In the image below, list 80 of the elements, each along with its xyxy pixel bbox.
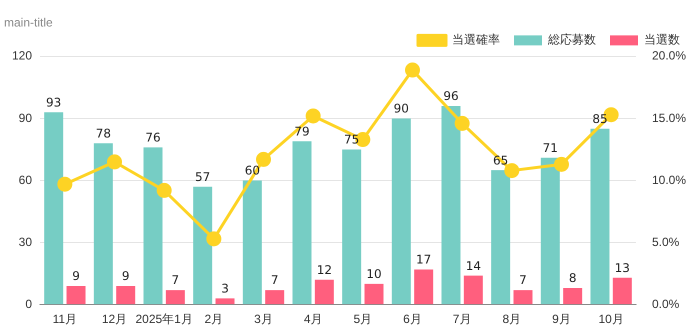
data-label: 9 [122, 269, 130, 284]
y-tick-label: 60 [18, 172, 32, 187]
bar [144, 147, 163, 304]
bar [265, 290, 284, 304]
legend-label: 当選数 [644, 32, 680, 47]
y2-tick-label: 15.0% [652, 110, 686, 125]
data-label: 7 [519, 273, 527, 288]
legend-label: 当選確率 [452, 32, 500, 47]
data-label: 7 [172, 273, 180, 288]
bar [193, 186, 212, 304]
x-tick-label: 3月 [254, 312, 273, 326]
data-label: 71 [542, 140, 558, 155]
data-label: 8 [568, 271, 576, 286]
data-label: 17 [416, 252, 432, 267]
data-label: 9 [72, 269, 80, 284]
data-label: 3 [221, 282, 229, 296]
bar [342, 149, 362, 304]
point [306, 108, 321, 124]
data-label: 90 [394, 102, 409, 116]
x-tick-label: 9月 [552, 312, 571, 326]
x-tick-label: 2月 [204, 312, 224, 326]
bar [216, 298, 235, 304]
data-label: 10 [366, 267, 382, 282]
y2-tick-label: 20.0% [652, 48, 686, 63]
point [107, 154, 122, 170]
data-label: 93 [46, 95, 62, 110]
x-tick-label: 6月 [403, 312, 422, 326]
data-label: 79 [294, 124, 310, 138]
point [454, 116, 470, 131]
data-label: 7 [270, 273, 278, 288]
chart-title: main-title [4, 16, 54, 30]
y-tick-label: 120 [12, 48, 32, 63]
data-label: 78 [96, 126, 111, 140]
data-label: 13 [614, 260, 630, 275]
bar [242, 180, 262, 304]
bar [612, 278, 632, 304]
y2-tick-label: 5.0% [652, 234, 680, 249]
legend-label: 総応募数 [547, 32, 596, 47]
point [554, 156, 569, 172]
bar [166, 290, 185, 304]
y-tick-label: 0 [25, 296, 32, 311]
bar [590, 128, 610, 304]
bar [392, 118, 411, 304]
bar [94, 143, 113, 304]
bar [563, 288, 582, 304]
data-label: 96 [443, 89, 459, 104]
bar [314, 280, 334, 304]
x-tick-label: 10月 [598, 312, 624, 326]
y-tick-label: 30 [18, 234, 32, 249]
point [57, 176, 72, 192]
bar [513, 290, 532, 304]
x-tick-label: 2025年1月 [135, 312, 193, 326]
data-label: 12 [316, 262, 332, 277]
bar [292, 141, 312, 304]
point [256, 152, 272, 167]
x-tick-label: 8月 [502, 312, 522, 326]
y-tick-label: 90 [18, 110, 32, 125]
data-label: 14 [466, 258, 481, 273]
data-label: 57 [195, 170, 210, 184]
bar [66, 286, 86, 304]
bar [491, 170, 510, 304]
x-tick-label: 11月 [52, 312, 78, 326]
x-tick-label: 12月 [102, 312, 128, 326]
point [404, 62, 420, 78]
bar [414, 269, 434, 304]
bar [441, 106, 460, 304]
bar [364, 284, 384, 304]
point [206, 231, 222, 246]
y2-tick-label: 0.0% [652, 296, 680, 311]
bar [464, 276, 483, 304]
y2-tick-label: 10.0% [652, 172, 686, 187]
point [156, 182, 172, 198]
point [504, 163, 520, 178]
x-tick-label: 4月 [304, 312, 323, 326]
bar [44, 112, 64, 304]
bar [116, 286, 136, 304]
x-tick-label: 5月 [353, 312, 372, 326]
x-tick-label: 7月 [452, 312, 472, 326]
data-label: 76 [145, 130, 161, 145]
bar [540, 158, 560, 304]
